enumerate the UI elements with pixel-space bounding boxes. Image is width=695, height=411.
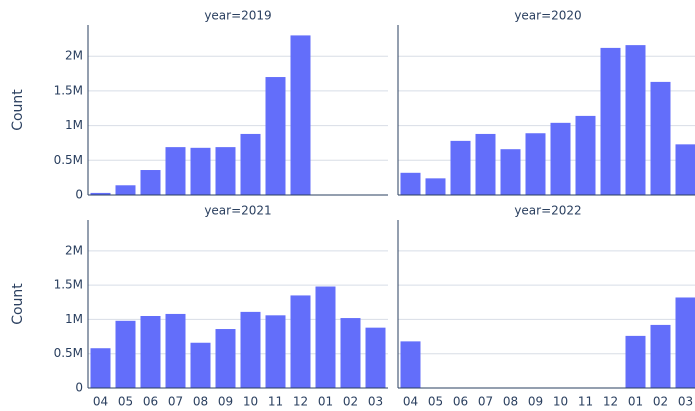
bar — [115, 320, 136, 388]
bar — [525, 133, 546, 195]
bar — [650, 81, 671, 195]
y-tick-label: 2M — [65, 49, 83, 63]
bar — [290, 35, 311, 195]
subplot-title: year=2021 — [204, 204, 271, 218]
bar — [400, 341, 421, 388]
bar — [190, 342, 211, 388]
x-tick-label: 11 — [578, 395, 593, 409]
subplot-title: year=2022 — [514, 204, 581, 218]
bar — [190, 147, 211, 195]
y-tick-label: 0.5M — [54, 346, 83, 360]
y-axis-label: Count — [10, 89, 26, 131]
bar — [240, 133, 261, 195]
y-tick-label: 0 — [75, 381, 83, 395]
y-tick-label: 1.5M — [54, 83, 83, 97]
subplot-title: year=2019 — [204, 9, 271, 23]
x-tick-label: 03 — [368, 395, 383, 409]
bar — [625, 45, 646, 195]
y-tick-label: 2M — [65, 243, 83, 257]
x-tick-label: 12 — [293, 395, 308, 409]
bar — [115, 185, 136, 195]
bar — [575, 115, 596, 195]
bar — [400, 172, 421, 195]
bar — [215, 147, 236, 195]
x-tick-label: 08 — [193, 395, 208, 409]
bar — [500, 149, 521, 195]
x-tick-label: 09 — [218, 395, 233, 409]
x-tick-label: 02 — [343, 395, 358, 409]
x-tick-label: 02 — [653, 395, 668, 409]
y-axis-label: Count — [10, 283, 26, 325]
bar — [290, 295, 311, 388]
x-tick-label: 01 — [628, 395, 643, 409]
x-tick-label: 10 — [243, 395, 258, 409]
x-tick-label: 04 — [403, 395, 418, 409]
bar — [315, 286, 336, 388]
bar — [675, 297, 695, 388]
x-tick-label: 12 — [603, 395, 618, 409]
x-tick-label: 01 — [318, 395, 333, 409]
bar — [625, 335, 646, 388]
bar — [365, 327, 386, 388]
y-tick-label: 1.5M — [54, 278, 83, 292]
bar — [475, 133, 496, 195]
bar — [650, 324, 671, 388]
x-tick-label: 08 — [503, 395, 518, 409]
bar — [140, 170, 161, 195]
x-tick-label: 04 — [93, 395, 108, 409]
x-tick-label: 07 — [478, 395, 493, 409]
x-tick-label: 06 — [143, 395, 158, 409]
bar — [425, 178, 446, 195]
bar — [90, 348, 111, 388]
x-tick-label: 11 — [268, 395, 283, 409]
y-tick-label: 0.5M — [54, 153, 83, 167]
y-tick-label: 0 — [75, 188, 83, 202]
bar — [340, 318, 361, 388]
bar — [165, 313, 186, 388]
bar — [450, 140, 471, 195]
bar — [90, 192, 111, 195]
x-tick-label: 07 — [168, 395, 183, 409]
bar — [265, 315, 286, 388]
bar — [550, 122, 571, 195]
y-tick-label: 1M — [65, 312, 83, 326]
x-tick-label: 05 — [118, 395, 133, 409]
bar — [215, 329, 236, 388]
bar — [240, 311, 261, 388]
x-tick-label: 03 — [678, 395, 693, 409]
bar — [140, 316, 161, 388]
x-tick-label: 06 — [453, 395, 468, 409]
x-tick-label: 05 — [428, 395, 443, 409]
x-tick-label: 10 — [553, 395, 568, 409]
y-tick-label: 1M — [65, 118, 83, 132]
bar — [165, 147, 186, 195]
bar — [675, 144, 695, 195]
bar — [600, 47, 621, 195]
subplot-title: year=2020 — [514, 9, 581, 23]
x-tick-label: 09 — [528, 395, 543, 409]
bar — [265, 77, 286, 195]
